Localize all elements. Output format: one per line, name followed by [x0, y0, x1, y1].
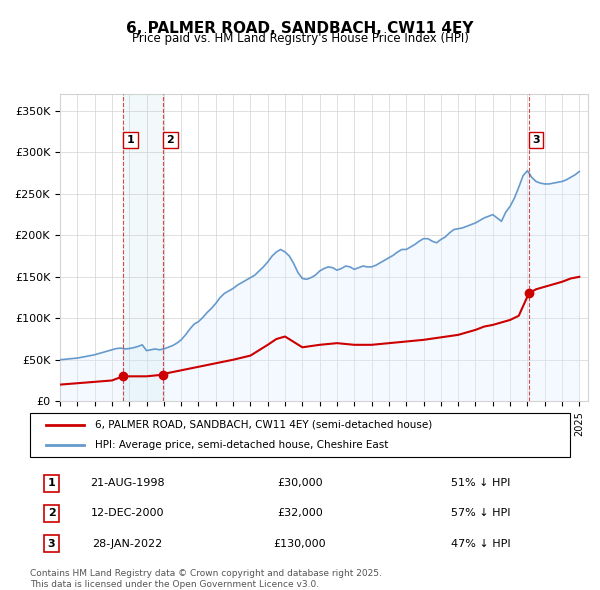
Bar	[123, 94, 163, 401]
Text: 51% ↓ HPI: 51% ↓ HPI	[451, 478, 511, 489]
Text: 57% ↓ HPI: 57% ↓ HPI	[451, 509, 511, 519]
Text: 3: 3	[48, 539, 55, 549]
Text: 28-JAN-2022: 28-JAN-2022	[92, 539, 163, 549]
Text: 2: 2	[166, 135, 174, 145]
Text: £130,000: £130,000	[274, 539, 326, 549]
Text: £32,000: £32,000	[277, 509, 323, 519]
Text: 47% ↓ HPI: 47% ↓ HPI	[451, 539, 511, 549]
Text: HPI: Average price, semi-detached house, Cheshire East: HPI: Average price, semi-detached house,…	[95, 440, 388, 450]
FancyBboxPatch shape	[30, 413, 570, 457]
Text: 6, PALMER ROAD, SANDBACH, CW11 4EY (semi-detached house): 6, PALMER ROAD, SANDBACH, CW11 4EY (semi…	[95, 420, 432, 430]
Text: £30,000: £30,000	[277, 478, 323, 489]
Text: 21-AUG-1998: 21-AUG-1998	[90, 478, 164, 489]
Text: 1: 1	[127, 135, 134, 145]
Text: 12-DEC-2000: 12-DEC-2000	[91, 509, 164, 519]
Text: 6, PALMER ROAD, SANDBACH, CW11 4EY: 6, PALMER ROAD, SANDBACH, CW11 4EY	[126, 21, 474, 35]
Text: Price paid vs. HM Land Registry's House Price Index (HPI): Price paid vs. HM Land Registry's House …	[131, 32, 469, 45]
Text: 2: 2	[48, 509, 55, 519]
Text: 3: 3	[532, 135, 540, 145]
Text: 1: 1	[48, 478, 55, 489]
Text: Contains HM Land Registry data © Crown copyright and database right 2025.
This d: Contains HM Land Registry data © Crown c…	[30, 569, 382, 589]
